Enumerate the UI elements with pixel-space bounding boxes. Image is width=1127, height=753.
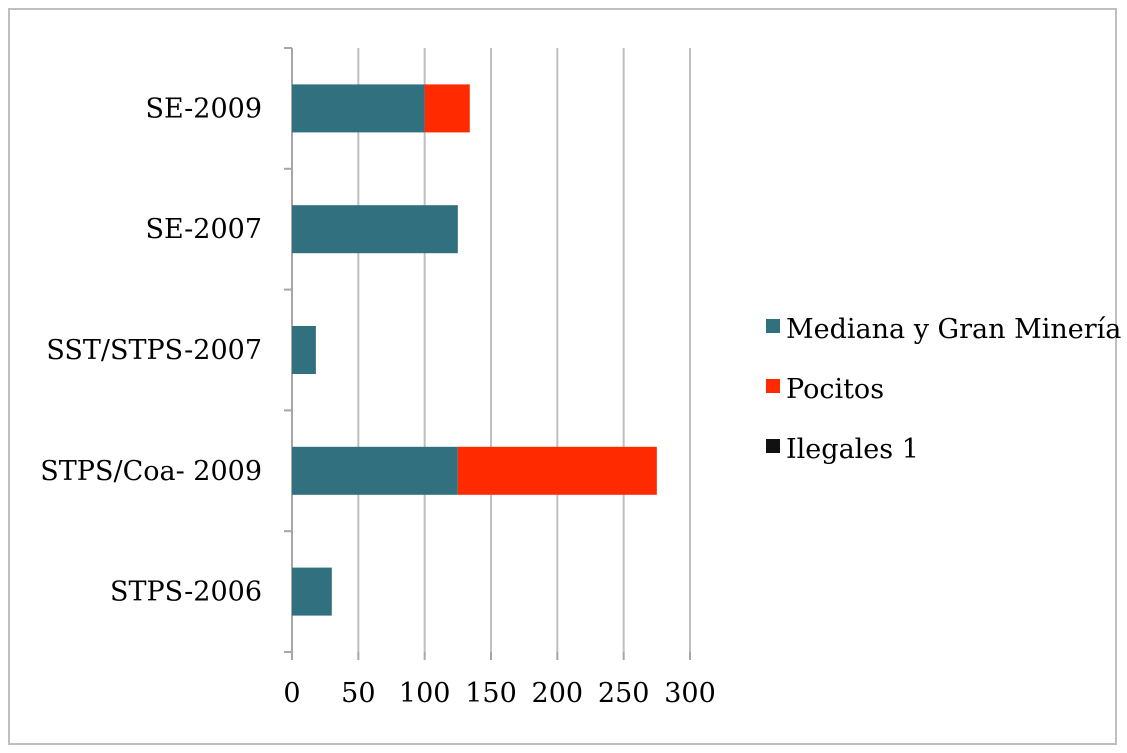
- legend-swatch-0: [766, 319, 780, 333]
- x-tick-label-0: 0: [283, 678, 300, 709]
- category-label: STPS-2006: [110, 577, 262, 608]
- legend-swatch-1: [766, 379, 780, 393]
- x-tick-label-300: 300: [664, 678, 716, 709]
- bar-mediana-y-gran-miner-a-2: [292, 326, 316, 374]
- category-label: SE-2007: [145, 214, 262, 245]
- bar-mediana-y-gran-miner-a-1: [292, 205, 458, 254]
- legend-swatch-2: [766, 439, 780, 453]
- category-label: SE-2009: [145, 93, 262, 124]
- category-label: STPS/Coa- 2009: [40, 456, 262, 487]
- x-tick-label-200: 200: [532, 678, 584, 709]
- x-tick-label-100: 100: [399, 678, 451, 709]
- bar-mediana-y-gran-miner-a-4: [292, 567, 332, 616]
- category-label: SST/STPS-2007: [46, 335, 262, 366]
- x-tick-label-50: 50: [341, 678, 375, 709]
- legend-label-1: Pocitos: [786, 374, 884, 405]
- bar-mediana-y-gran-miner-a-3: [292, 446, 458, 495]
- legend-label-2: Ilegales 1: [786, 434, 919, 465]
- legend-label-0: Mediana y Gran Minería: [786, 314, 1121, 345]
- bar-pocitos-0: [424, 84, 470, 133]
- x-tick-label-150: 150: [465, 678, 517, 709]
- chart-frame: [8, 8, 1117, 745]
- x-tick-label-250: 250: [598, 678, 650, 709]
- bar-mediana-y-gran-miner-a-0: [292, 84, 425, 133]
- bar-pocitos-3: [457, 446, 657, 495]
